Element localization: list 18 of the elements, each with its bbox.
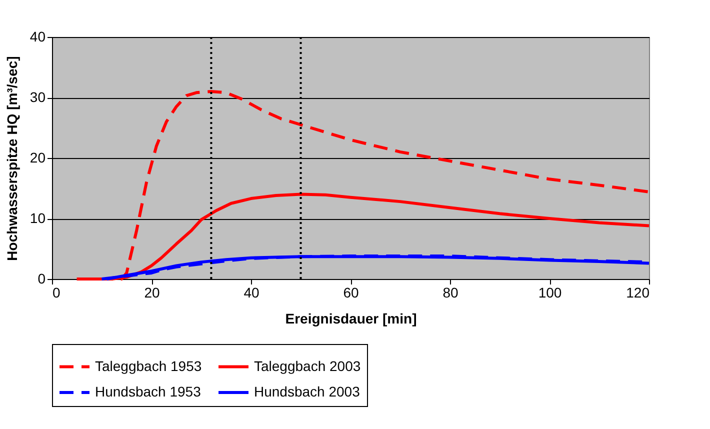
x-tick-label: 60 <box>343 284 359 300</box>
y-tick-label: 30 <box>30 89 46 105</box>
x-tick-label: 40 <box>244 284 260 300</box>
x-tick-label: 120 <box>626 284 650 300</box>
x-tick-label: 100 <box>538 284 562 300</box>
x-axis-title: Ereignisdauer [min] <box>285 310 417 326</box>
y-axis-title: Hochwasserspitze HQ [m³/sec] <box>4 56 20 261</box>
x-tick-label: 20 <box>144 284 160 300</box>
y-tick-label: 20 <box>30 150 46 166</box>
y-tick-label: 0 <box>38 270 46 286</box>
x-tick-label: 80 <box>442 284 458 300</box>
legend-label: Taleggbach 2003 <box>254 358 361 374</box>
legend-label: Taleggbach 1953 <box>95 358 202 374</box>
legend-label: Hundsbach 2003 <box>254 384 360 400</box>
y-tick-label: 10 <box>30 210 46 226</box>
x-tick-label: 0 <box>52 284 60 300</box>
y-tick-label: 40 <box>30 28 46 44</box>
legend-label: Hundsbach 1953 <box>95 384 202 400</box>
